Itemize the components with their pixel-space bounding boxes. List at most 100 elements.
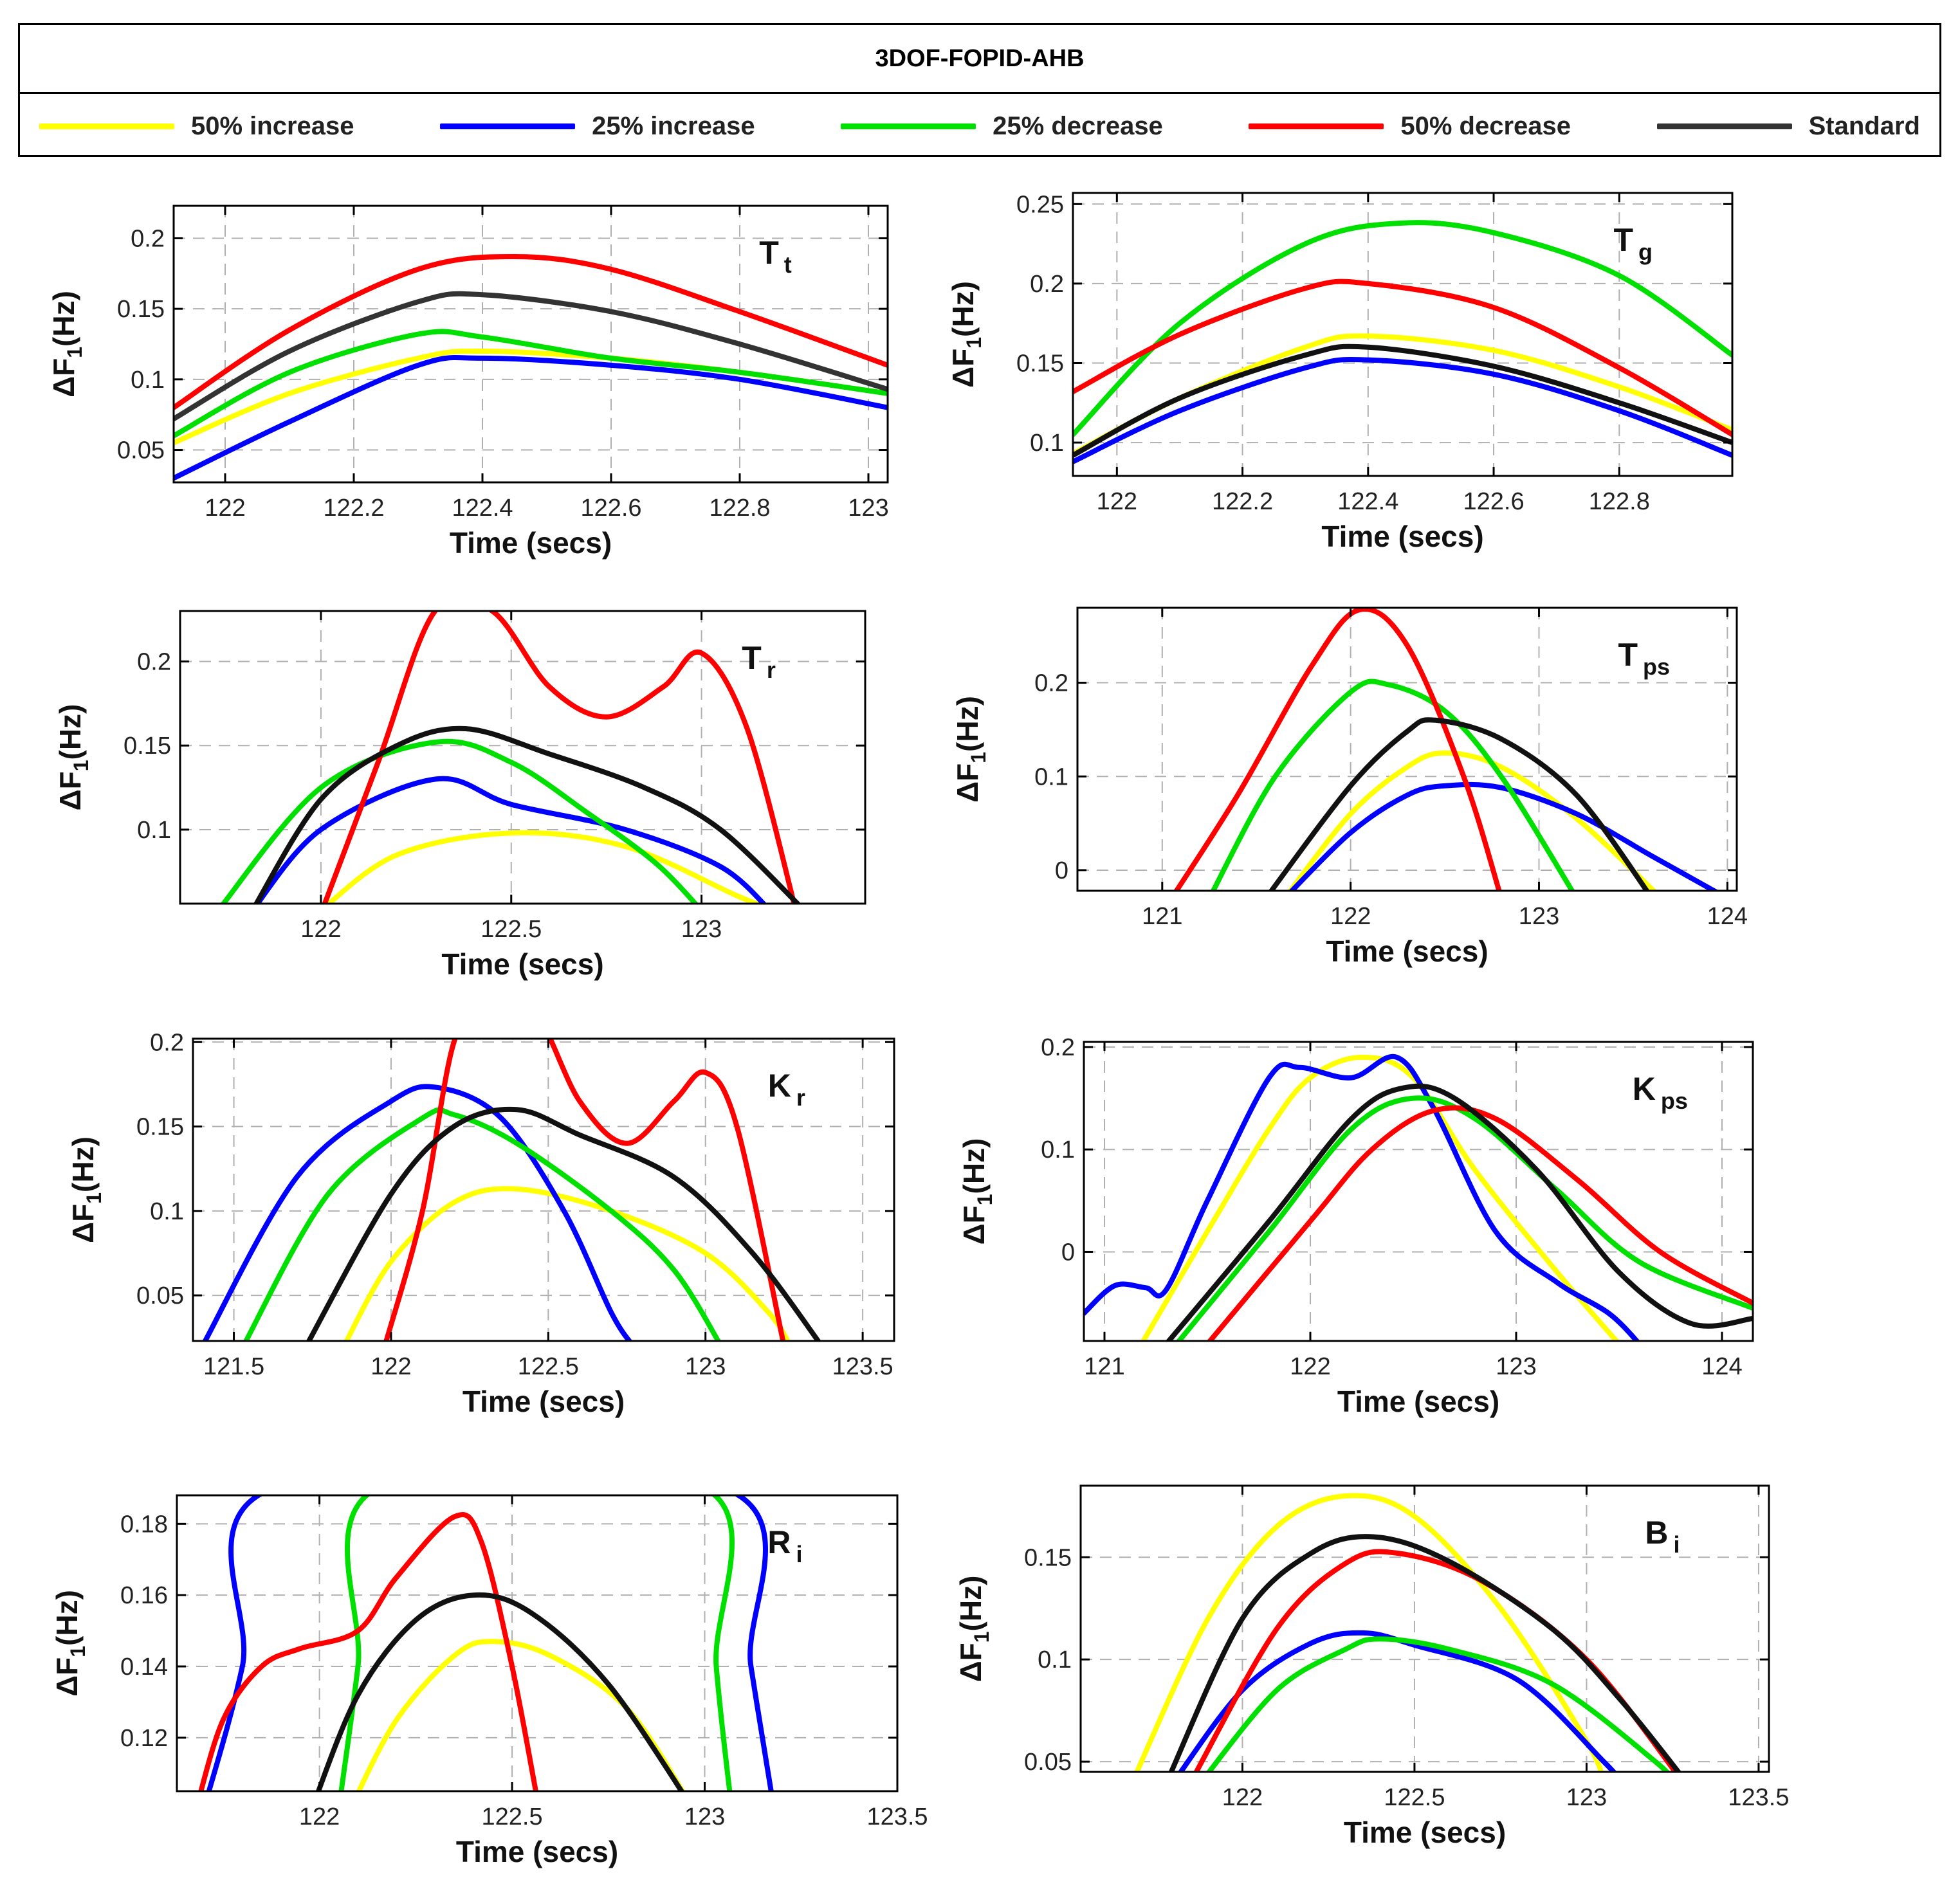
series-line-50-increase	[1134, 1493, 1604, 1772]
panel-label-main: B	[1645, 1515, 1668, 1551]
panel-label-sub: r	[767, 657, 776, 683]
x-tick-label: 122.5	[482, 1803, 543, 1830]
y-tick-label: 0.14	[120, 1654, 168, 1681]
x-tick-label: 122.5	[1384, 1784, 1445, 1811]
y-tick-label: 0.2	[1034, 670, 1068, 697]
legend-item-25-decrease: 25% decrease	[841, 112, 1163, 141]
y-axis-label-main: ΔF	[954, 1643, 987, 1682]
y-axis-label-main: ΔF	[946, 349, 980, 388]
y-tick-label: 0	[1055, 857, 1068, 884]
y-axis-label-unit: (Hz)	[951, 696, 984, 752]
legend-swatch	[39, 123, 174, 129]
x-tick-label: 122.2	[323, 495, 384, 522]
series-line-50-decrease	[322, 611, 797, 904]
series-line-50-decrease	[1073, 278, 1732, 437]
y-tick-label: 0.2	[1041, 1034, 1075, 1061]
y-axis-label-main: ΔF	[957, 1205, 991, 1244]
x-tick-label: 122.6	[1463, 488, 1525, 515]
plot-frame	[1079, 1484, 1770, 1773]
plot-frame	[192, 1037, 895, 1342]
series-group	[1073, 220, 1732, 464]
x-tick-label: 123.5	[832, 1353, 893, 1380]
panel-label-main: K	[768, 1068, 791, 1104]
y-tick-label: 0.1	[1034, 763, 1068, 790]
panel-label-main: T	[742, 640, 762, 676]
y-axis-label-unit: (Hz)	[66, 1136, 100, 1192]
x-axis-label: Time (secs)	[1337, 1385, 1499, 1418]
y-tick-label: 0.18	[120, 1511, 168, 1538]
y-axis-label: ΔF1(Hz)	[946, 281, 985, 388]
y-axis-label-sub: 1	[63, 347, 86, 358]
series-line-standard	[1168, 1534, 1682, 1772]
series-line-50-increase	[325, 830, 765, 904]
y-tick-label: 0.1	[1030, 430, 1064, 457]
y-tick-label: 0.15	[136, 1114, 184, 1141]
series-line-25-increase	[202, 1084, 633, 1341]
plot-frame	[176, 1494, 899, 1792]
series-line-standard	[1268, 717, 1650, 891]
series-line-50-increase	[1140, 1054, 1620, 1341]
x-tick-label: 124	[1701, 1353, 1742, 1380]
y-tick-label: 0.05	[1024, 1749, 1072, 1776]
x-tick-label: 122.8	[709, 495, 770, 522]
legend-swatch	[1249, 123, 1384, 129]
panel-label-main: T	[1618, 637, 1638, 673]
y-axis-label: ΔF1(Hz)	[951, 696, 990, 803]
panel-label-sub: i	[1674, 1531, 1680, 1558]
y-axis-label-main: ΔF	[53, 771, 87, 810]
y-tick-label: 0.25	[1016, 191, 1064, 218]
x-tick-label: 122	[1330, 903, 1371, 930]
plot-frame	[1076, 606, 1738, 892]
series-group	[1173, 608, 1719, 891]
y-tick-label: 0.16	[120, 1582, 168, 1609]
series-line-50-increase	[343, 1186, 791, 1341]
x-axis-label: Time (secs)	[1321, 520, 1483, 553]
y-tick-label: 0.2	[150, 1029, 184, 1056]
x-tick-label: 122.2	[1212, 488, 1273, 515]
series-line-25-decrease	[1175, 1095, 1753, 1341]
series-line-standard	[253, 725, 801, 904]
chart-panel-6: 121 122 123 124 0 0.1 0.2 Time (secs) ΔF1(Hz) K ps	[957, 1034, 1754, 1418]
y-axis-label: ΔF1(Hz)	[50, 1590, 89, 1697]
x-tick-label: 123.5	[1728, 1784, 1789, 1811]
legend-swatch	[440, 123, 576, 129]
series-line-25-decrease	[1073, 220, 1732, 437]
y-tick-label: 0	[1061, 1239, 1075, 1266]
series-line-25-decrease	[338, 1495, 735, 1791]
y-tick-label: 0.15	[1024, 1544, 1072, 1571]
chart-panel-3: 122 122.5 123 0.1 0.15 0.2 Time (secs) ΔF1(Hz) T…	[53, 610, 866, 981]
legend-row: 50% increase 25% increase 25% decrease 5…	[20, 94, 1939, 158]
y-tick-label: 0.15	[117, 296, 165, 323]
x-axis-label: Time (secs)	[441, 947, 603, 981]
x-axis-label: Time (secs)	[1344, 1816, 1506, 1849]
x-tick-label: 122.8	[1589, 488, 1650, 515]
series-line-standard	[1073, 343, 1732, 458]
x-tick-label: 123.5	[866, 1803, 928, 1830]
legend-label: 25% decrease	[993, 111, 1163, 140]
series-line-25-decrease	[1210, 679, 1575, 891]
x-tick-label: 122.5	[481, 916, 542, 943]
y-axis-label-main: ΔF	[951, 763, 984, 803]
chart-panel-7: 122 122.5 123 123.5 0.12 0.14 0.16 0.18 Time (se…	[50, 1494, 928, 1868]
legend-swatch	[841, 123, 976, 129]
y-tick-label: 0.2	[137, 648, 171, 675]
legend-item-50-increase: 50% increase	[39, 112, 354, 141]
x-tick-label: 122.4	[452, 495, 513, 522]
x-tick-label: 123	[681, 916, 722, 943]
plot-background	[1081, 1486, 1769, 1772]
legend-title: 3DOF-FOPID-AHB	[20, 25, 1939, 94]
legend-box: 3DOF-FOPID-AHB 50% increase 25% increase…	[18, 23, 1941, 157]
series-line-standard	[306, 1106, 821, 1341]
x-axis-label: Time (secs)	[463, 1385, 625, 1418]
plot-background	[177, 1495, 897, 1791]
x-tick-label: 121.5	[203, 1353, 264, 1380]
chart-panel-8: 122 122.5 123 123.5 0.05 0.1 0.15 Time (secs) ΔF…	[954, 1484, 1789, 1849]
x-tick-label: 122	[1097, 488, 1137, 515]
plot-frame	[179, 610, 866, 905]
panel-label-sub: ps	[1643, 653, 1670, 680]
series-line-50-decrease	[198, 1512, 538, 1791]
series-line-25-increase	[1073, 356, 1732, 464]
